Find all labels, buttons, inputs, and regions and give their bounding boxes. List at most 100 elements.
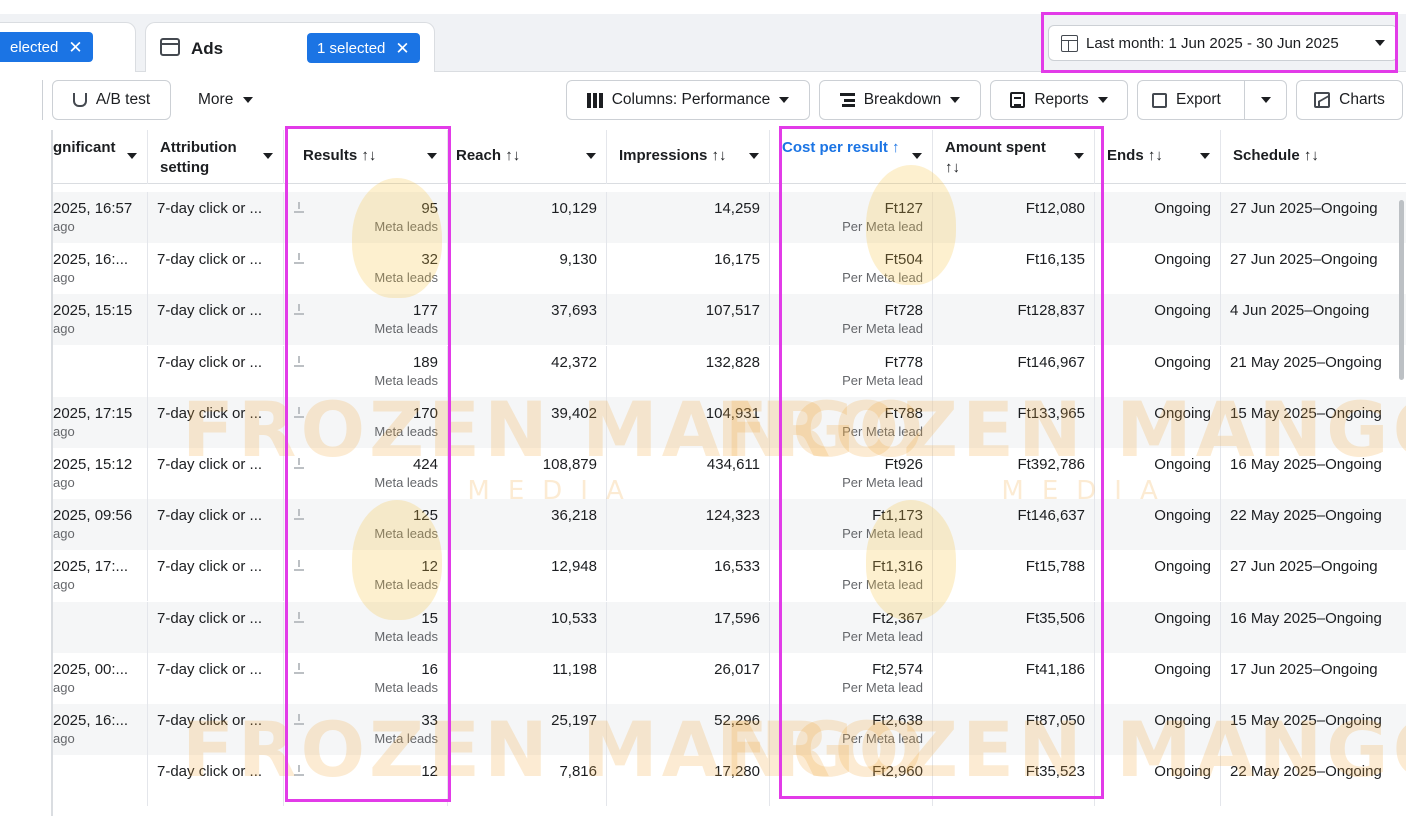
cell-last-significant-value: 2025, 15:15 xyxy=(53,302,133,320)
more-button[interactable]: More xyxy=(198,80,254,120)
cell-results-sublabel: Meta leads xyxy=(374,372,438,388)
chevron-down-icon xyxy=(950,97,961,103)
row-select-column xyxy=(36,130,53,816)
cell-ends-value: Ongoing xyxy=(1154,712,1211,729)
download-icon[interactable] xyxy=(294,765,304,777)
reports-button[interactable]: Reports xyxy=(990,80,1128,120)
cell-schedule: 15 May 2025–Ongoing xyxy=(1221,704,1406,755)
cell-schedule: 15 May 2025–Ongoing xyxy=(1221,397,1406,448)
table-row[interactable]: 2025, 17:... ago 7-day click or ... 12 Meta … xyxy=(36,550,1406,602)
cell-last-significant-sublabel: ago xyxy=(53,526,75,542)
cell-attribution-value: 7-day click or ... xyxy=(157,353,263,371)
vertical-scrollbar[interactable] xyxy=(1399,200,1404,380)
reports-label: Reports xyxy=(1034,91,1089,108)
charts-button[interactable]: Charts xyxy=(1296,80,1403,120)
col-schedule[interactable]: Schedule ↑↓ xyxy=(1221,130,1406,184)
chevron-down-icon xyxy=(586,153,596,159)
cell-cost-per-result: Ft778 Per Meta lead xyxy=(770,345,933,397)
download-icon[interactable] xyxy=(294,406,304,418)
breakdown-button[interactable]: Breakdown xyxy=(819,80,981,120)
cell-last-significant: 2025, 09:56 ago xyxy=(36,499,148,551)
col-impressions[interactable]: Impressions ↑↓ xyxy=(607,130,770,184)
cell-last-significant-value: 2025, 09:56 xyxy=(53,507,133,525)
table-row[interactable]: 2025, 15:15 ago 7-day click or ... 177 Meta … xyxy=(36,294,1406,346)
cell-impressions: 26,017 xyxy=(607,652,770,704)
table-row[interactable]: 2025, 00:... ago 7-day click or ... 16 Meta … xyxy=(36,652,1406,704)
download-icon[interactable] xyxy=(294,253,304,265)
table-row[interactable]: 2025, 16:... ago 7-day click or ... 33 Meta … xyxy=(36,704,1406,755)
download-icon[interactable] xyxy=(294,714,304,725)
cell-impressions-value: 434,611 xyxy=(706,456,760,473)
date-range-picker[interactable]: Last month: 1 Jun 2025 - 30 Jun 2025 xyxy=(1048,25,1398,61)
campaigns-selected-chip[interactable]: elected ✕ xyxy=(0,32,93,62)
cell-cost-per-result-value: Ft728 xyxy=(884,302,923,320)
download-icon[interactable] xyxy=(294,611,304,623)
cell-attribution: 7-day click or ... xyxy=(148,192,284,243)
cell-results: 32 Meta leads xyxy=(284,243,448,295)
mango-mascot-logo xyxy=(866,500,956,620)
cell-results-value: 125 xyxy=(412,507,438,525)
col-reach[interactable]: Reach ↑↓ xyxy=(448,130,607,184)
table-row[interactable]: 7-day click or ... 12 7,816 17,280 Ft2,960 Ft… xyxy=(36,755,1406,807)
cell-cost-per-result-value: Ft2,367 xyxy=(872,609,923,627)
download-icon[interactable] xyxy=(294,560,304,572)
col-attribution[interactable]: Attribution setting xyxy=(148,130,284,184)
cell-reach-value: 39,402 xyxy=(551,404,597,422)
ab-test-label: A/B test xyxy=(95,91,151,108)
close-icon[interactable]: ✕ xyxy=(395,38,410,58)
cell-cost-per-result-value: Ft778 xyxy=(884,353,923,371)
cell-amount-spent: Ft15,788 xyxy=(933,550,1095,602)
columns-button[interactable]: Columns: Performance xyxy=(566,80,810,120)
close-icon[interactable]: ✕ xyxy=(68,37,83,57)
cell-amount-spent-value: Ft35,506 xyxy=(1025,609,1085,627)
tab-ads[interactable]: Ads 1 selected ✕ xyxy=(145,22,435,72)
ab-test-button[interactable]: A/B test xyxy=(52,80,171,120)
cell-impressions: 107,517 xyxy=(607,294,770,346)
cell-cost-per-result-sublabel: Per Meta lead xyxy=(842,577,923,593)
ads-selected-chip[interactable]: 1 selected ✕ xyxy=(307,33,420,63)
table-row[interactable]: 7-day click or ... 15 Meta leads 10,533 17,5… xyxy=(36,601,1406,653)
table-row[interactable]: 2025, 17:15 ago 7-day click or ... 170 Meta … xyxy=(36,396,1406,448)
cell-last-significant-sublabel: ago xyxy=(53,679,75,695)
chevron-down-icon xyxy=(912,153,922,159)
table-row[interactable]: 2025, 16:57 ago 7-day click or ... 95 Meta l… xyxy=(36,192,1406,243)
cell-amount-spent: Ft87,050 xyxy=(933,704,1095,755)
table-row[interactable]: 7-day click or ... 189 Meta leads 42,372 132… xyxy=(36,345,1406,397)
cell-last-significant-value: 2025, 17:... xyxy=(53,558,129,576)
download-icon[interactable] xyxy=(294,662,304,674)
table-row[interactable]: 2025, 16:... ago 7-day click or ... 32 Meta … xyxy=(36,243,1406,295)
download-icon[interactable] xyxy=(294,509,304,521)
cell-ends: Ongoing xyxy=(1095,499,1221,551)
col-significant[interactable]: gnificant xyxy=(36,130,148,184)
col-cost-per-result[interactable]: Cost per result ↑ xyxy=(770,130,933,184)
cell-amount-spent: Ft16,135 xyxy=(933,243,1095,295)
export-button[interactable]: Export xyxy=(1137,80,1287,120)
export-icon xyxy=(1152,92,1167,108)
cell-amount-spent-value: Ft392,786 xyxy=(1017,456,1085,473)
cell-last-significant: 2025, 17:15 ago xyxy=(36,396,148,448)
col-schedule-label: Schedule ↑↓ xyxy=(1233,147,1319,164)
col-amount-spent[interactable]: Amount spent ↑↓ xyxy=(933,130,1095,184)
cell-results-value: 170 xyxy=(412,404,438,422)
download-icon[interactable] xyxy=(294,304,304,316)
col-results[interactable]: Results ↑↓ xyxy=(284,130,448,184)
cell-amount-spent-value: Ft12,080 xyxy=(1025,200,1085,217)
cell-cost-per-result: Ft926 Per Meta lead xyxy=(770,448,933,499)
cell-amount-spent: Ft146,637 xyxy=(933,499,1095,551)
download-icon[interactable] xyxy=(294,458,304,469)
tab-campaigns[interactable]: elected ✕ xyxy=(0,22,136,72)
campaigns-chip-label: elected xyxy=(10,38,59,56)
table-row[interactable]: 2025, 15:12 ago 7-day click or ... 424 Meta … xyxy=(36,448,1406,499)
cell-last-significant-sublabel: ago xyxy=(53,270,75,286)
date-range-label: Last month: 1 Jun 2025 - 30 Jun 2025 xyxy=(1086,34,1339,52)
cell-impressions-value: 14,259 xyxy=(714,200,760,217)
chevron-down-icon[interactable] xyxy=(1261,97,1271,103)
mango-mascot-logo xyxy=(352,500,442,620)
download-icon[interactable] xyxy=(294,202,304,213)
toolbar-divider xyxy=(42,80,43,120)
cell-last-significant: 2025, 15:15 ago xyxy=(36,294,148,346)
table-row[interactable]: 2025, 09:56 ago 7-day click or ... 125 Meta … xyxy=(36,499,1406,551)
download-icon[interactable] xyxy=(294,355,304,367)
cell-impressions: 124,323 xyxy=(607,499,770,551)
col-ends[interactable]: Ends ↑↓ xyxy=(1095,130,1221,184)
